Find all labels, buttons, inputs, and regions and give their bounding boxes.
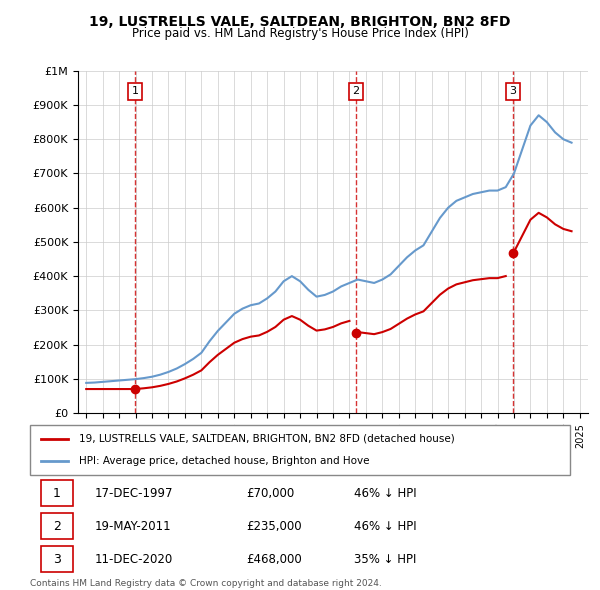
FancyBboxPatch shape	[41, 480, 73, 506]
Text: 1: 1	[53, 487, 61, 500]
Text: HPI: Average price, detached house, Brighton and Hove: HPI: Average price, detached house, Brig…	[79, 456, 369, 466]
FancyBboxPatch shape	[30, 425, 570, 475]
Text: 46% ↓ HPI: 46% ↓ HPI	[354, 487, 416, 500]
Text: £468,000: £468,000	[246, 553, 302, 566]
Text: Contains HM Land Registry data © Crown copyright and database right 2024.
This d: Contains HM Land Registry data © Crown c…	[30, 579, 382, 590]
Text: 2: 2	[352, 86, 359, 96]
Text: 17-DEC-1997: 17-DEC-1997	[95, 487, 173, 500]
Text: 46% ↓ HPI: 46% ↓ HPI	[354, 520, 416, 533]
Text: Price paid vs. HM Land Registry's House Price Index (HPI): Price paid vs. HM Land Registry's House …	[131, 27, 469, 40]
Text: £235,000: £235,000	[246, 520, 302, 533]
Text: 1: 1	[131, 86, 139, 96]
Text: 11-DEC-2020: 11-DEC-2020	[95, 553, 173, 566]
FancyBboxPatch shape	[41, 546, 73, 572]
Text: 35% ↓ HPI: 35% ↓ HPI	[354, 553, 416, 566]
Text: 19, LUSTRELLS VALE, SALTDEAN, BRIGHTON, BN2 8FD: 19, LUSTRELLS VALE, SALTDEAN, BRIGHTON, …	[89, 15, 511, 29]
Text: £70,000: £70,000	[246, 487, 294, 500]
Text: 3: 3	[509, 86, 517, 96]
Text: 19, LUSTRELLS VALE, SALTDEAN, BRIGHTON, BN2 8FD (detached house): 19, LUSTRELLS VALE, SALTDEAN, BRIGHTON, …	[79, 434, 454, 444]
Text: 2: 2	[53, 520, 61, 533]
Text: 19-MAY-2011: 19-MAY-2011	[95, 520, 172, 533]
FancyBboxPatch shape	[41, 513, 73, 539]
Text: 3: 3	[53, 553, 61, 566]
